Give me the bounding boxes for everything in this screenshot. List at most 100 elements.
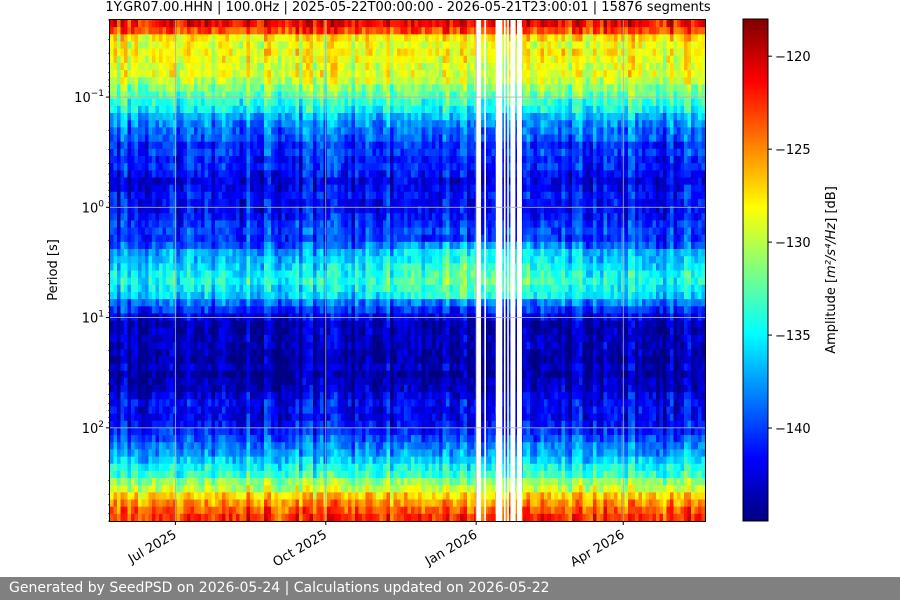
heatmap-cell (330, 84, 335, 92)
heatmap-cell (215, 299, 219, 307)
heatmap-cell (264, 62, 268, 71)
heatmap-cell (309, 377, 314, 386)
heatmap-cell (183, 470, 188, 479)
heatmap-cell (236, 27, 240, 35)
heatmap-cell (117, 220, 121, 228)
heatmap-cell (264, 120, 268, 128)
heatmap-cell (257, 406, 261, 415)
heatmap-cell (341, 227, 345, 236)
heatmap-cell (134, 342, 139, 350)
heatmap-cell (124, 270, 128, 279)
heatmap-cell (334, 399, 338, 407)
heatmap-cell (351, 470, 356, 479)
heatmap-cell (288, 206, 293, 214)
heatmap-cell (295, 442, 300, 450)
heatmap-cell (327, 113, 331, 121)
heatmap-cell (348, 241, 352, 250)
heatmap-cell (148, 27, 153, 35)
heatmap-cell (113, 98, 118, 107)
heatmap-cell (267, 241, 272, 250)
heatmap-cell (316, 499, 321, 508)
heatmap-cell (197, 70, 202, 78)
heatmap-cell (204, 241, 209, 250)
heatmap-cell (169, 127, 174, 135)
heatmap-cell (232, 148, 237, 157)
heatmap-cell (236, 213, 240, 221)
heatmap-cell (341, 84, 345, 92)
heatmap-cell (288, 320, 293, 329)
heatmap-cell (348, 177, 352, 186)
heatmap-cell (351, 155, 356, 164)
heatmap-cell (204, 342, 209, 350)
heatmap-cell (138, 270, 142, 279)
heatmap-cell (120, 227, 125, 236)
heatmap-cell (281, 198, 286, 207)
heatmap-cell (236, 41, 240, 50)
heatmap-cell (120, 177, 125, 186)
heatmap-cell (288, 234, 293, 243)
heatmap-cell (197, 249, 202, 257)
heatmap-cell (211, 349, 216, 357)
heatmap-cell (120, 442, 125, 450)
heatmap-cell (358, 148, 363, 157)
heatmap-cell (176, 456, 181, 465)
heatmap-cell (127, 105, 132, 114)
heatmap-cell (229, 206, 233, 214)
heatmap-cell (302, 256, 307, 264)
heatmap-cell (260, 191, 265, 200)
heatmap-cell (173, 270, 177, 279)
heatmap-cell (201, 277, 205, 286)
heatmap-cell (337, 263, 342, 271)
heatmap-cell (285, 206, 289, 214)
heatmap-cell (162, 377, 167, 386)
heatmap-cell (110, 420, 114, 429)
heatmap-cell (292, 492, 296, 500)
heatmap-cell (260, 320, 265, 329)
heatmap-cell (201, 170, 205, 178)
heatmap-cell (127, 148, 132, 157)
heatmap-cell (232, 55, 237, 64)
heatmap-cell (232, 91, 237, 100)
heatmap-cell (225, 198, 230, 207)
heatmap-cell (295, 392, 300, 400)
heatmap-cell (222, 184, 226, 193)
heatmap-cell (211, 284, 216, 293)
heatmap-cell (197, 506, 202, 515)
heatmap-cell (225, 327, 230, 336)
heatmap-cell (173, 291, 177, 300)
heatmap-cell (302, 70, 307, 78)
heatmap-cell (281, 284, 286, 293)
heatmap-cell (316, 270, 321, 279)
heatmap-cell (187, 263, 191, 271)
heatmap-cell (250, 470, 254, 479)
heatmap-cell (190, 141, 195, 150)
heatmap-cell (113, 91, 118, 100)
heatmap-cell (316, 506, 321, 515)
heatmap-cell (208, 155, 212, 164)
heatmap-cell (134, 442, 139, 450)
heatmap-cell (334, 349, 338, 357)
heatmap-cell (110, 127, 114, 135)
heatmap-cell (285, 198, 289, 207)
heatmap-cell (190, 377, 195, 386)
heatmap-cell (148, 463, 153, 472)
heatmap-cell (341, 256, 345, 264)
heatmap-cell (166, 449, 170, 457)
heatmap-cell (281, 70, 286, 78)
heatmap-cell (243, 27, 247, 35)
heatmap-cell (267, 377, 272, 386)
heatmap-cell (232, 134, 237, 143)
heatmap-cell (309, 191, 314, 200)
heatmap-cell (330, 70, 335, 78)
heatmap-cell (190, 256, 195, 264)
heatmap-cell (124, 392, 128, 400)
heatmap-cell (194, 134, 198, 143)
heatmap-cell (351, 27, 356, 35)
heatmap-cell (281, 155, 286, 164)
heatmap-cell (295, 55, 300, 64)
heatmap-cell (274, 177, 279, 186)
heatmap-cell (288, 492, 293, 500)
heatmap-cell (246, 77, 251, 85)
heatmap-cell (250, 370, 254, 379)
heatmap-cell (239, 299, 244, 307)
